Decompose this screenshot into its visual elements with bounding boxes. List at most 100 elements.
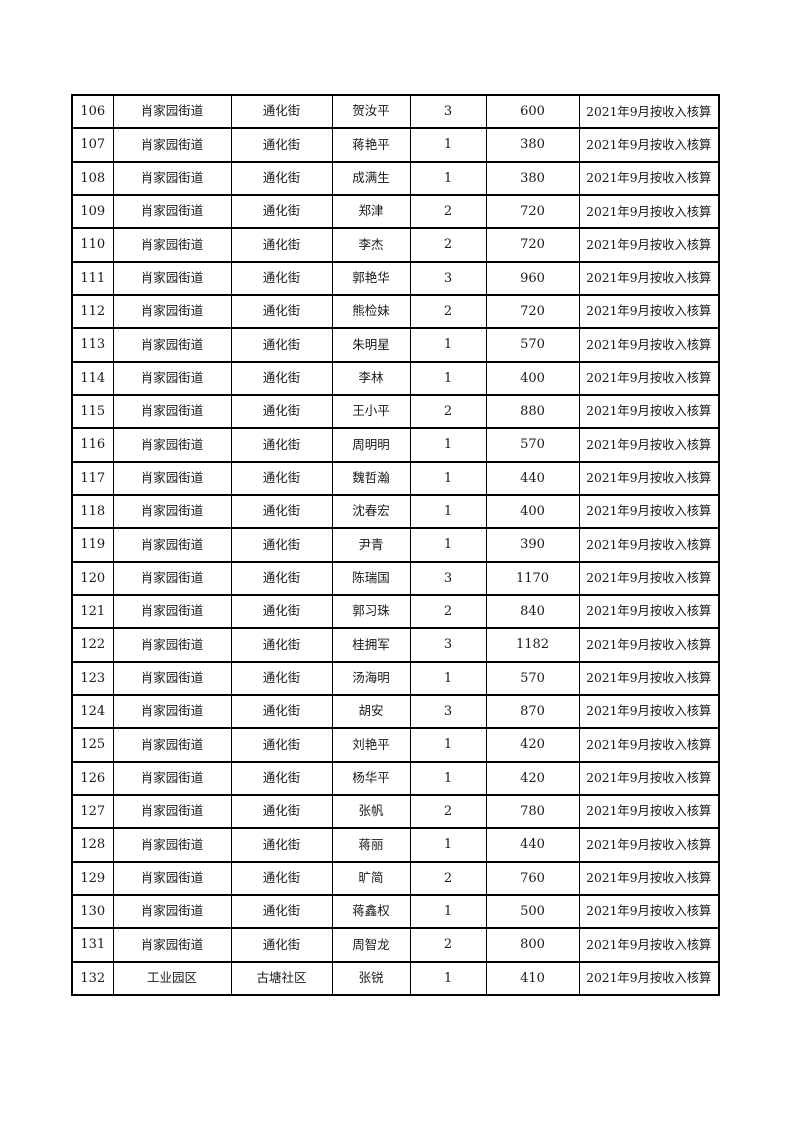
cell-street: 肖家园街道 <box>112 127 232 163</box>
cell-street: 肖家园街道 <box>112 660 232 696</box>
records-table-body: 106 肖家园街道 通化街 贺汝平 3 600 2021年9月按收入核算 107 肖家园街道 通化… <box>71 93 720 997</box>
cell-street: 肖家园街道 <box>112 160 232 196</box>
cell-street: 肖家园街道 <box>112 527 232 563</box>
table-row: 112 肖家园街道 通化街 熊检妹 2 720 2021年9月按收入核算 <box>71 293 720 330</box>
cell-count: 3 <box>409 627 487 663</box>
table-row: 122 肖家园街道 通化街 桂拥军 3 1182 2021年9月按收入核算 <box>71 627 720 663</box>
cell-amount: 440 <box>485 460 580 496</box>
cell-street: 肖家园街道 <box>112 260 232 296</box>
cell-index: 122 <box>71 627 114 663</box>
cell-street: 肖家园街道 <box>112 293 232 330</box>
cell-street: 肖家园街道 <box>112 827 232 863</box>
cell-count: 1 <box>409 427 487 463</box>
cell-community: 通化街 <box>230 260 333 296</box>
cell-amount: 720 <box>485 293 580 330</box>
cell-street: 肖家园街道 <box>112 893 232 930</box>
cell-amount: 1170 <box>485 560 580 596</box>
cell-name: 胡安 <box>331 693 411 730</box>
cell-count: 2 <box>409 860 487 896</box>
cell-count: 3 <box>409 93 487 130</box>
cell-community: 通化街 <box>230 393 333 430</box>
cell-name: 杨华平 <box>331 760 411 796</box>
cell-community: 通化街 <box>230 427 333 463</box>
cell-count: 2 <box>409 593 487 630</box>
cell-name: 张帆 <box>331 793 411 830</box>
cell-name: 周智龙 <box>331 927 411 963</box>
cell-community: 通化街 <box>230 227 333 263</box>
cell-community: 通化街 <box>230 160 333 196</box>
table-row: 120 肖家园街道 通化街 陈瑞国 3 1170 2021年9月按收入核算 <box>71 560 720 596</box>
table-row: 126 肖家园街道 通化街 杨华平 1 420 2021年9月按收入核算 <box>71 760 720 796</box>
cell-remark: 2021年9月按收入核算 <box>578 293 720 330</box>
cell-community: 通化街 <box>230 193 333 230</box>
cell-index: 123 <box>71 660 114 696</box>
cell-amount: 840 <box>485 593 580 630</box>
cell-amount: 400 <box>485 360 580 396</box>
cell-name: 陈瑞国 <box>331 560 411 596</box>
cell-count: 1 <box>409 460 487 496</box>
cell-amount: 410 <box>485 960 580 997</box>
cell-street: 肖家园街道 <box>112 593 232 630</box>
cell-index: 111 <box>71 260 114 296</box>
cell-count: 1 <box>409 760 487 796</box>
cell-amount: 390 <box>485 527 580 563</box>
cell-amount: 570 <box>485 427 580 463</box>
cell-remark: 2021年9月按收入核算 <box>578 427 720 463</box>
cell-count: 1 <box>409 727 487 763</box>
table-row: 113 肖家园街道 通化街 朱明星 1 570 2021年9月按收入核算 <box>71 327 720 363</box>
cell-community: 通化街 <box>230 827 333 863</box>
table-row: 119 肖家园街道 通化街 尹青 1 390 2021年9月按收入核算 <box>71 527 720 563</box>
table-row: 106 肖家园街道 通化街 贺汝平 3 600 2021年9月按收入核算 <box>71 93 720 130</box>
cell-index: 128 <box>71 827 114 863</box>
table-row: 124 肖家园街道 通化街 胡安 3 870 2021年9月按收入核算 <box>71 693 720 730</box>
cell-remark: 2021年9月按收入核算 <box>578 827 720 863</box>
cell-street: 肖家园街道 <box>112 927 232 963</box>
cell-remark: 2021年9月按收入核算 <box>578 860 720 896</box>
table-row: 123 肖家园街道 通化街 汤海明 1 570 2021年9月按收入核算 <box>71 660 720 696</box>
cell-index: 132 <box>71 960 114 997</box>
cell-amount: 720 <box>485 193 580 230</box>
cell-remark: 2021年9月按收入核算 <box>578 960 720 997</box>
cell-count: 2 <box>409 193 487 230</box>
cell-remark: 2021年9月按收入核算 <box>578 360 720 396</box>
cell-amount: 570 <box>485 660 580 696</box>
cell-community: 古塘社区 <box>230 960 333 997</box>
cell-community: 通化街 <box>230 93 333 130</box>
table-row: 108 肖家园街道 通化街 成满生 1 380 2021年9月按收入核算 <box>71 160 720 196</box>
table-row: 121 肖家园街道 通化街 郭习珠 2 840 2021年9月按收入核算 <box>71 593 720 630</box>
cell-name: 汤海明 <box>331 660 411 696</box>
cell-amount: 420 <box>485 760 580 796</box>
cell-count: 3 <box>409 560 487 596</box>
cell-index: 117 <box>71 460 114 496</box>
cell-index: 108 <box>71 160 114 196</box>
cell-street: 肖家园街道 <box>112 760 232 796</box>
cell-community: 通化街 <box>230 760 333 796</box>
cell-community: 通化街 <box>230 660 333 696</box>
cell-amount: 440 <box>485 827 580 863</box>
cell-index: 131 <box>71 927 114 963</box>
cell-community: 通化街 <box>230 293 333 330</box>
cell-remark: 2021年9月按收入核算 <box>578 660 720 696</box>
cell-community: 通化街 <box>230 727 333 763</box>
cell-remark: 2021年9月按收入核算 <box>578 560 720 596</box>
cell-name: 李杰 <box>331 227 411 263</box>
cell-community: 通化街 <box>230 593 333 630</box>
cell-street: 肖家园街道 <box>112 793 232 830</box>
cell-index: 125 <box>71 727 114 763</box>
table-row: 114 肖家园街道 通化街 李林 1 400 2021年9月按收入核算 <box>71 360 720 396</box>
cell-count: 3 <box>409 260 487 296</box>
cell-amount: 420 <box>485 727 580 763</box>
cell-community: 通化街 <box>230 560 333 596</box>
cell-index: 106 <box>71 93 114 130</box>
cell-street: 肖家园街道 <box>112 360 232 396</box>
cell-count: 1 <box>409 493 487 530</box>
cell-index: 121 <box>71 593 114 630</box>
cell-remark: 2021年9月按收入核算 <box>578 327 720 363</box>
cell-index: 110 <box>71 227 114 263</box>
cell-name: 张锐 <box>331 960 411 997</box>
cell-community: 通化街 <box>230 527 333 563</box>
cell-amount: 720 <box>485 227 580 263</box>
table-row: 131 肖家园街道 通化街 周智龙 2 800 2021年9月按收入核算 <box>71 927 720 963</box>
cell-name: 尹青 <box>331 527 411 563</box>
